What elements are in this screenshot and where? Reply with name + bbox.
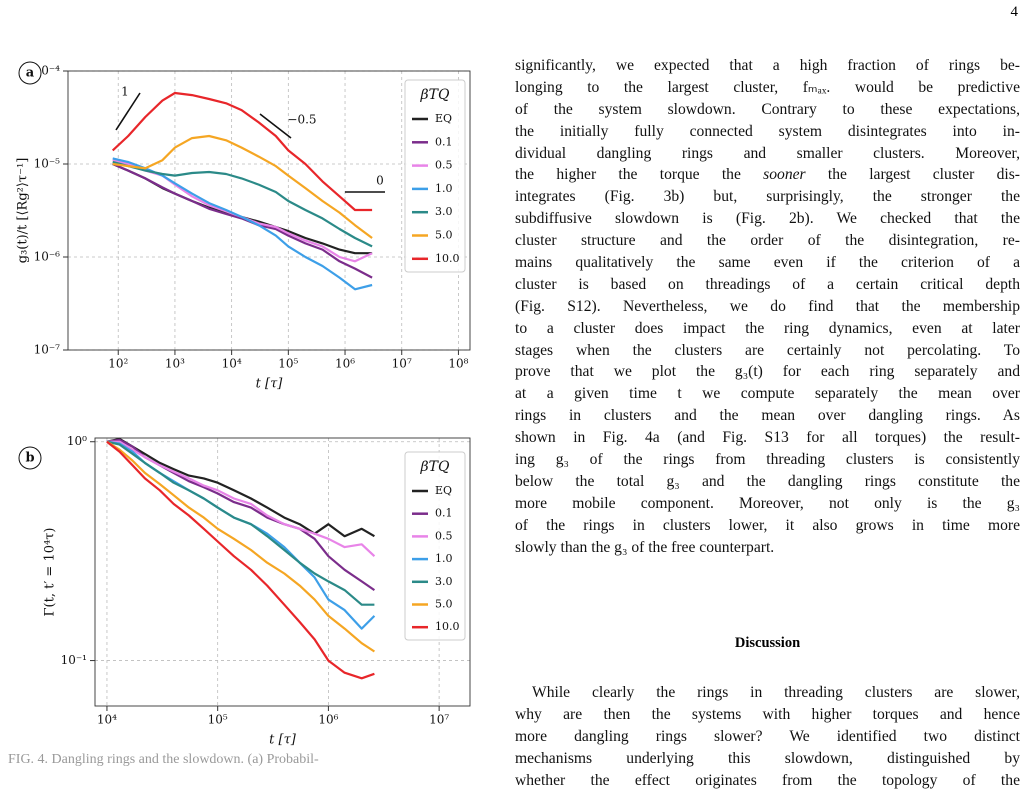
series-line [112, 160, 373, 248]
text-line: dividual dangling rings and smaller clus… [515, 144, 1020, 162]
slope-label: −0.5 [287, 113, 316, 127]
panel-badge [18, 61, 42, 85]
y-tick-label: 10⁻¹ [61, 653, 87, 667]
legend-label: 3.0 [435, 205, 453, 218]
text-line: slowly than the g₃ of the free counterpa… [515, 538, 775, 556]
text-line: why are then the systems with higher tor… [515, 705, 1020, 723]
y-tick-label: 10⁻⁵ [34, 157, 61, 171]
series-line [112, 134, 373, 239]
text-line: subdiffusive slowdown is (Fig. 2b). We c… [515, 210, 1020, 228]
x-tick-label: 10⁶ [318, 713, 338, 727]
legend-box [404, 451, 466, 641]
x-tick-label: 10⁴ [222, 357, 242, 371]
legend-label: EQ [435, 484, 452, 497]
slope-label: 1 [121, 85, 129, 99]
text-line: whether the effect originates from the t… [515, 771, 1020, 789]
legend-label: 1.0 [435, 552, 453, 565]
series-line [106, 440, 376, 630]
legend-label: 0.1 [435, 507, 453, 520]
paragraph: While clearly the rings in threading clu… [515, 682, 1020, 791]
slope-label: 0 [376, 174, 384, 188]
paragraph: significantly, we expected that a high f… [515, 55, 1020, 558]
legend-label: EQ [435, 112, 452, 125]
y-tick-label: 10⁻⁷ [34, 343, 61, 357]
text-line: ing g₃ of the rings from threading clust… [515, 451, 1020, 469]
series-line [111, 91, 373, 212]
legend-label: 0.5 [435, 529, 453, 542]
text-line: prove that we plot the g₃(t) for each ri… [515, 363, 1020, 381]
x-tick-label: 10² [108, 357, 128, 371]
x-tick-label: 10⁸ [448, 357, 468, 371]
y-tick-label: 10⁰ [67, 434, 87, 448]
panel-badge [18, 446, 42, 470]
text-line: cluster structure and the order of the d… [515, 232, 1020, 250]
y-axis-label: g₃(t)/t [⟨Rg²⟩τ⁻¹] [16, 158, 31, 264]
x-tick-label: 10⁶ [335, 357, 355, 371]
legend-title: βTQ [420, 459, 450, 475]
text-line: the higher the torque the sooner the lar… [515, 164, 1020, 186]
y-tick-label: 10⁻⁶ [34, 250, 61, 264]
text-line: rings in clusters and the mean over dang… [515, 407, 1020, 425]
slope-guide [259, 113, 292, 139]
plot-frame [94, 437, 471, 707]
legend-label: 10.0 [435, 620, 460, 633]
text-span: sooner [763, 166, 806, 184]
text-line: While clearly the rings in threading clu… [532, 684, 1020, 701]
x-tick-label: 10⁷ [392, 357, 412, 371]
text-line: longing to the largest cluster, fₘₐₓ. wo… [515, 78, 1020, 96]
legend-label: 0.1 [435, 135, 453, 148]
y-axis-label: Γ(t, t′ = 10⁴τ) [43, 528, 58, 617]
text-line: significantly, we expected that a high f… [515, 57, 1020, 74]
series-line [106, 438, 376, 592]
text-span: the largest cluster dis- [805, 166, 1020, 184]
figure: 10² 10³ 10⁴ 10⁵ 10⁶ 10⁷ 10⁸10⁻⁷10⁻⁶10⁻⁵10⁻⁴βTQ… [16, 61, 471, 748]
text-span: the higher the torque the [515, 166, 764, 184]
text-line: integrates (Fig. 3b) but, surprisingly, … [515, 188, 1020, 206]
series-line [106, 440, 376, 653]
legend-title: βTQ [420, 87, 450, 103]
x-axis-label: t [τ] [256, 377, 284, 392]
series-line [106, 440, 375, 606]
x-tick-label: 10³ [165, 357, 185, 371]
text-line: of the rings in clusters lower, it also … [515, 516, 1020, 534]
text-line: (Fig. S12). Nevertheless, we do find tha… [515, 297, 1020, 315]
legend-label: 3.0 [435, 575, 453, 588]
slope-guide [115, 92, 141, 131]
text-line: mains qualitatively the same even if the… [515, 254, 1020, 272]
text-line: to a cluster does impact the ring dynami… [515, 319, 1020, 337]
x-tick-label: 10⁵ [278, 357, 298, 371]
caption: FIG. 4. Dangling rings and the slowdown.… [8, 752, 319, 767]
text-line: the initially fully connected system dis… [515, 122, 1020, 140]
legend-box [404, 79, 466, 273]
text-line: cluster is based on threadings of a cert… [515, 275, 1020, 293]
x-tick-label: 10⁷ [429, 713, 449, 727]
text-line: at a given time t we compute separately … [515, 385, 1020, 403]
series-line [106, 437, 375, 538]
x-tick-label: 10⁵ [208, 713, 228, 727]
text-line: mechanisms underlying this slowdown, dis… [515, 749, 1020, 767]
text-line: below the total g₃ and the dangling ring… [515, 472, 1020, 490]
text-line: of the system slowdown. Contrary to thes… [515, 100, 1020, 118]
text-line: stages when the clusters are certainly n… [515, 341, 1020, 359]
legend-label: 1.0 [435, 182, 453, 195]
series-line [106, 440, 376, 558]
text-line: more dangling rings slower? We identifie… [515, 727, 1020, 745]
x-tick-label: 10⁴ [97, 713, 117, 727]
x-axis-label: t [τ] [269, 733, 297, 748]
text-line: shown in Fig. 4a (and Fig. S13 for all t… [515, 429, 1020, 447]
panel-label: b [25, 451, 34, 466]
plot-frame [67, 70, 471, 351]
text-line: more mobile component. Moreover, not onl… [515, 494, 1020, 512]
series-line [112, 162, 373, 279]
legend-label: 0.5 [435, 159, 453, 172]
section-heading: Discussion [734, 635, 801, 651]
legend-label: 5.0 [435, 598, 453, 611]
page-number: 4 [1010, 4, 1019, 20]
series-line [106, 440, 375, 680]
legend-label: 5.0 [435, 229, 453, 242]
legend-label: 10.0 [435, 252, 460, 265]
panel-label: a [26, 66, 35, 81]
